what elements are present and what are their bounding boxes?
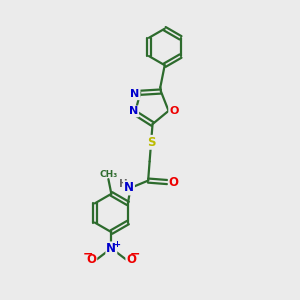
Text: CH₃: CH₃ xyxy=(99,169,118,178)
Text: S: S xyxy=(147,136,155,149)
Text: N: N xyxy=(130,89,140,99)
Text: N: N xyxy=(124,182,134,194)
Text: H: H xyxy=(119,178,128,188)
Text: N: N xyxy=(129,106,138,116)
Text: N: N xyxy=(106,242,116,255)
Text: −: − xyxy=(130,248,140,261)
Text: +: + xyxy=(113,240,120,249)
Text: O: O xyxy=(126,253,136,266)
Text: O: O xyxy=(86,253,96,266)
Text: −: − xyxy=(82,248,93,261)
Text: O: O xyxy=(169,106,178,116)
Text: O: O xyxy=(169,176,179,189)
